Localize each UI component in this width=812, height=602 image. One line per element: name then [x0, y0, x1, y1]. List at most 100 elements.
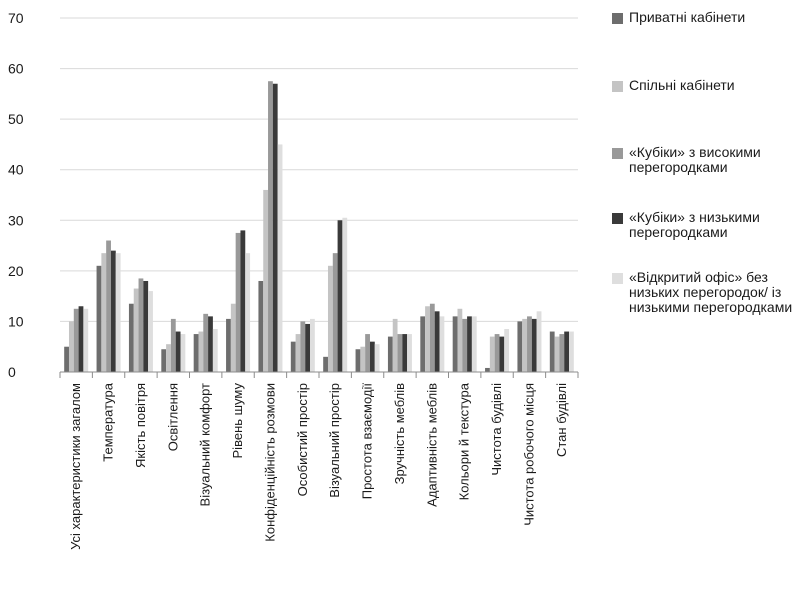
y-axis-tick-labels: 0 10 20 30 40 50 60 70: [8, 10, 24, 380]
bar: [230, 303, 236, 372]
bar: [277, 144, 283, 372]
bar: [68, 321, 74, 372]
bar: [83, 308, 89, 372]
bar: [96, 265, 102, 372]
legend-swatch: [612, 148, 623, 159]
bar: [226, 318, 231, 372]
x-category-label: Адаптивність меблів: [424, 383, 439, 507]
x-category-label: Освітлення: [165, 383, 180, 451]
x-category-label: Усі характеристики загалом: [68, 383, 83, 550]
bar: [258, 280, 264, 372]
bar: [166, 344, 171, 372]
bar: [342, 217, 348, 372]
bar: [462, 318, 468, 372]
y-tick-label: 20: [8, 263, 24, 279]
legend-label: Приватні кабінети: [629, 9, 746, 25]
bar: [180, 334, 186, 372]
bar: [387, 336, 393, 372]
bar: [78, 306, 84, 372]
grid-lines: [60, 17, 578, 322]
bar: [300, 321, 306, 372]
bar: [360, 346, 366, 372]
x-category-label: Кольори й текстура: [457, 382, 472, 500]
bar: [73, 308, 79, 372]
x-category-label: Рівень шуму: [230, 383, 245, 459]
bar: [290, 341, 296, 372]
bar: [392, 318, 398, 372]
bar: [531, 318, 537, 372]
bar: [245, 253, 251, 372]
bar: [110, 250, 116, 372]
x-category-label: Візуальний простір: [327, 383, 342, 498]
bar: [272, 83, 278, 372]
bar: [365, 334, 370, 372]
bar: [101, 253, 107, 372]
x-category-label: Особистий простір: [295, 383, 310, 496]
x-category-label: Чистота будівлі: [489, 383, 504, 476]
bar: [554, 336, 560, 372]
series-5: [83, 144, 574, 372]
x-axis-category-labels: Усі характеристики загалом Температура Які…: [68, 382, 569, 550]
legend-item: Спільні кабінети: [612, 78, 812, 93]
legend-label: «Кубіки» з високими перегородками: [629, 144, 761, 175]
bar: [332, 253, 338, 372]
bar: [467, 316, 472, 372]
bar: [559, 334, 565, 372]
bar: [522, 318, 528, 372]
series-2: [68, 189, 560, 372]
bar: [148, 291, 153, 372]
bar: [305, 323, 311, 372]
bar: [439, 316, 445, 372]
x-category-label: Температура: [101, 382, 116, 462]
bar: [489, 336, 495, 372]
bar: [295, 334, 301, 372]
y-tick-label: 30: [8, 212, 24, 228]
bar: [425, 306, 430, 372]
bar: [170, 318, 176, 372]
bar: [485, 367, 490, 372]
bar: [457, 308, 463, 372]
bar: [397, 334, 403, 372]
y-tick-label: 0: [8, 364, 16, 380]
bar: [471, 316, 477, 372]
bar: [310, 318, 315, 372]
bar: [128, 303, 134, 372]
bar: [263, 189, 269, 372]
bar: [143, 280, 149, 372]
legend-item: Приватні кабінети: [612, 10, 812, 25]
bar: [536, 311, 542, 372]
x-category-label: Стан будівлі: [554, 383, 569, 457]
bar: [161, 349, 167, 372]
bar: [64, 346, 69, 372]
bar: [369, 341, 375, 372]
bar: [240, 230, 246, 372]
y-tick-label: 10: [8, 313, 24, 329]
bar: [407, 334, 412, 372]
legend-label: «Кубіки» з низькими перегородками: [629, 209, 760, 240]
legend-swatch: [612, 213, 623, 224]
bar: [337, 220, 343, 372]
bar-chart: 0 10 20 30 40 50 60 70 Усі характеристики загал…: [8, 10, 579, 550]
x-category-label: Візуальний комфорт: [198, 383, 213, 507]
legend-swatch: [612, 273, 623, 284]
series-4: [78, 83, 570, 372]
bar: [115, 253, 121, 372]
x-category-label: Зручність меблів: [392, 383, 407, 484]
bar: [402, 334, 408, 372]
legend-item: «Кубіки» з низькими перегородками: [612, 210, 812, 240]
bar: [133, 288, 139, 372]
bar: [434, 311, 440, 372]
bar: [323, 356, 328, 372]
series-3: [73, 81, 565, 372]
bar: [106, 240, 111, 372]
bar: [198, 331, 204, 372]
bar: [138, 278, 144, 372]
bar: [429, 303, 435, 372]
bar: [203, 313, 209, 372]
bar: [569, 331, 574, 372]
bar: [355, 349, 361, 372]
legend-label: «Відкритий офіс» без низьких перегородок…: [629, 269, 793, 315]
bar: [268, 81, 273, 372]
x-category-label: Простота взаємодії: [360, 383, 375, 500]
legend-swatch: [612, 13, 623, 24]
